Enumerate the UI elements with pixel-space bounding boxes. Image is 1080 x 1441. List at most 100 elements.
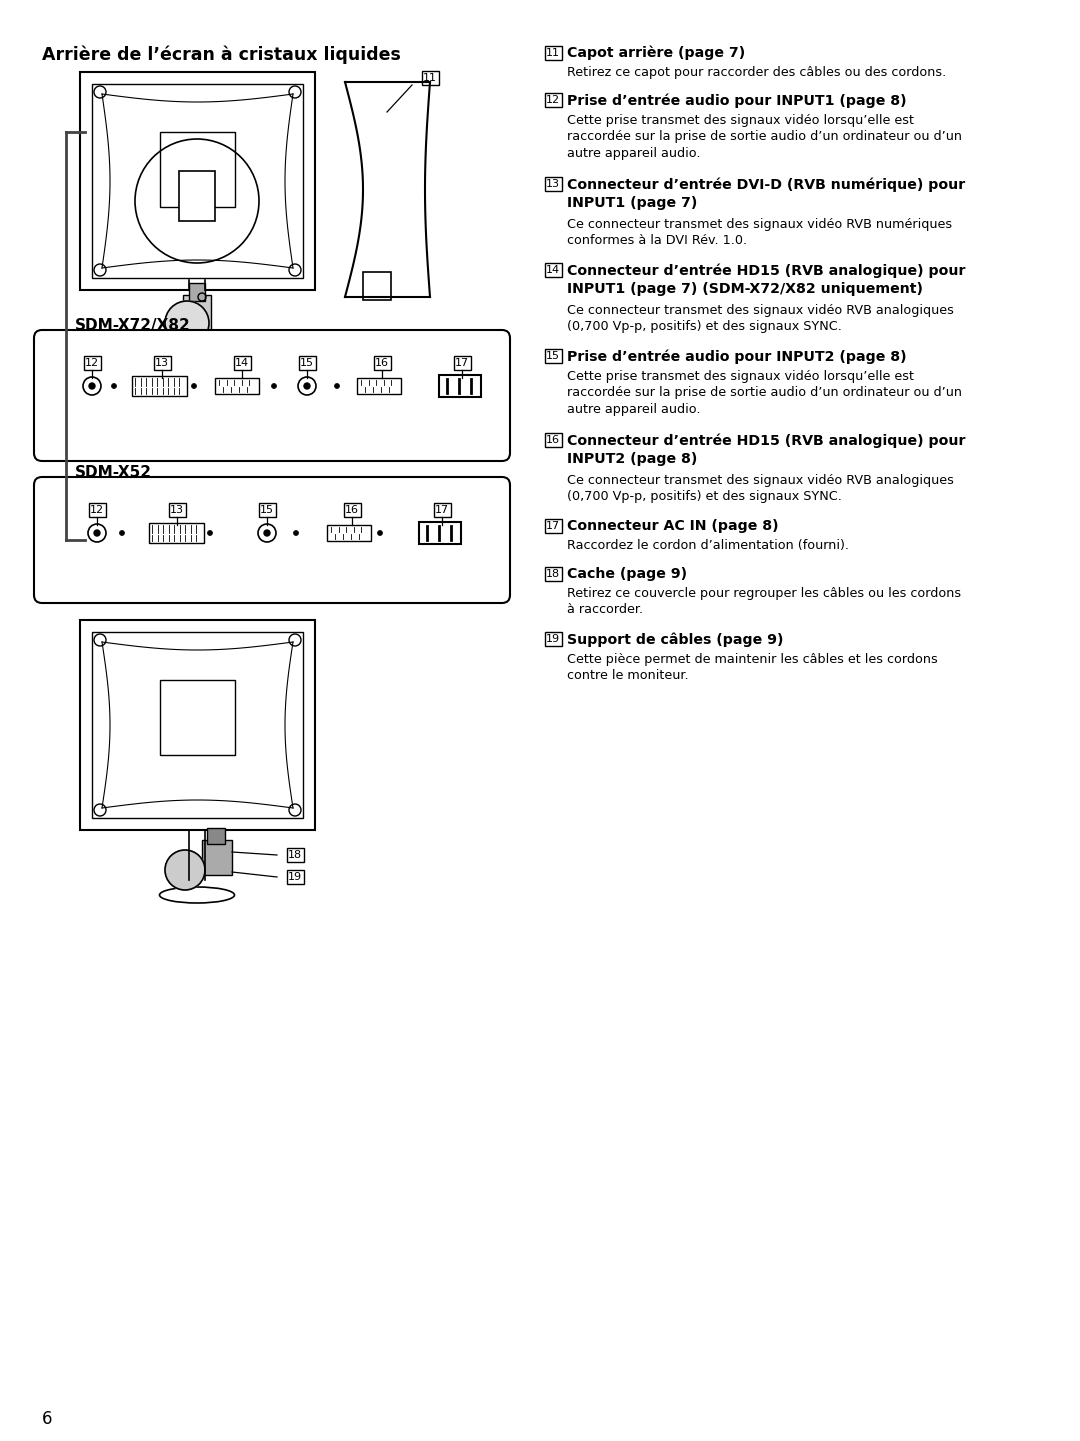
Text: Cette prise transmet des signaux vidéo lorsqu’elle est
raccordée sur la prise de: Cette prise transmet des signaux vidéo l… xyxy=(567,114,962,160)
Circle shape xyxy=(335,383,339,389)
Bar xyxy=(183,295,211,330)
Bar xyxy=(327,525,372,540)
Text: 16: 16 xyxy=(375,357,389,367)
Ellipse shape xyxy=(160,888,234,904)
Text: 17: 17 xyxy=(435,504,449,514)
Text: 17: 17 xyxy=(455,357,469,367)
Text: 12: 12 xyxy=(90,504,104,514)
Circle shape xyxy=(378,530,382,536)
Text: 6: 6 xyxy=(42,1409,53,1428)
Text: 18: 18 xyxy=(545,569,561,579)
Text: SDM-X72/X82: SDM-X72/X82 xyxy=(75,318,191,333)
Text: Capot arrière (page 7): Capot arrière (page 7) xyxy=(567,46,745,61)
Text: 14: 14 xyxy=(545,265,561,275)
Text: Connecteur d’entrée HD15 (RVB analogique) pour
INPUT2 (page 8): Connecteur d’entrée HD15 (RVB analogique… xyxy=(567,434,966,465)
Circle shape xyxy=(191,383,197,389)
Bar xyxy=(544,264,562,277)
Bar xyxy=(132,376,187,396)
Bar xyxy=(92,84,303,278)
FancyBboxPatch shape xyxy=(33,477,510,602)
Text: 13: 13 xyxy=(156,357,168,367)
Text: Cette prise transmet des signaux vidéo lorsqu’elle est
raccordée sur la prise de: Cette prise transmet des signaux vidéo l… xyxy=(567,369,962,415)
Text: Prise d’entrée audio pour INPUT2 (page 8): Prise d’entrée audio pour INPUT2 (page 8… xyxy=(567,349,906,363)
Text: 17: 17 xyxy=(545,522,561,532)
Bar xyxy=(357,378,401,393)
Bar xyxy=(438,375,481,398)
Bar xyxy=(433,503,450,517)
Bar xyxy=(298,356,315,370)
Text: Prise d’entrée audio pour INPUT1 (page 8): Prise d’entrée audio pour INPUT1 (page 8… xyxy=(567,94,906,108)
Bar xyxy=(92,633,303,818)
Text: 11: 11 xyxy=(546,48,561,58)
Bar xyxy=(544,566,562,581)
Bar xyxy=(544,46,562,61)
Circle shape xyxy=(294,530,298,536)
Circle shape xyxy=(207,530,213,536)
Text: Retirez ce capot pour raccorder des câbles ou des cordons.: Retirez ce capot pour raccorder des câbl… xyxy=(567,66,946,79)
Bar xyxy=(343,503,361,517)
Bar xyxy=(544,633,562,647)
Text: Ce connecteur transmet des signaux vidéo RVB analogiques
(0,700 Vp-p, positifs) : Ce connecteur transmet des signaux vidéo… xyxy=(567,304,954,333)
Bar xyxy=(160,680,235,755)
Circle shape xyxy=(111,383,117,389)
Text: 12: 12 xyxy=(545,95,561,105)
Bar xyxy=(454,356,471,370)
Bar xyxy=(80,620,315,830)
Ellipse shape xyxy=(160,339,234,354)
Text: 11: 11 xyxy=(423,73,437,84)
Text: 19: 19 xyxy=(545,634,561,644)
Text: Support de câbles (page 9): Support de câbles (page 9) xyxy=(567,633,783,647)
Text: 18: 18 xyxy=(288,850,302,860)
Circle shape xyxy=(165,301,210,344)
Bar xyxy=(419,522,461,545)
Text: 19: 19 xyxy=(288,872,302,882)
Bar xyxy=(202,840,232,875)
Circle shape xyxy=(264,530,270,536)
Text: Raccordez le cordon d’alimentation (fourni).: Raccordez le cordon d’alimentation (four… xyxy=(567,539,849,552)
Bar xyxy=(544,519,562,533)
Text: Connecteur d’entrée DVI-D (RVB numérique) pour
INPUT1 (page 7): Connecteur d’entrée DVI-D (RVB numérique… xyxy=(567,177,966,210)
Circle shape xyxy=(271,383,276,389)
Text: 13: 13 xyxy=(170,504,184,514)
Bar xyxy=(544,94,562,108)
Bar xyxy=(215,378,259,393)
Text: Ce connecteur transmet des signaux vidéo RVB numériques
conformes à la DVI Rév. : Ce connecteur transmet des signaux vidéo… xyxy=(567,218,953,248)
Circle shape xyxy=(303,383,310,389)
Bar xyxy=(160,133,235,208)
FancyBboxPatch shape xyxy=(33,330,510,461)
Text: 15: 15 xyxy=(300,357,314,367)
Bar xyxy=(544,349,562,363)
Text: Arrière de l’écran à cristaux liquides: Arrière de l’écran à cristaux liquides xyxy=(42,46,401,65)
Bar xyxy=(83,356,100,370)
Text: SDM-X52: SDM-X52 xyxy=(75,465,152,480)
Bar xyxy=(80,72,315,290)
Text: 13: 13 xyxy=(546,179,561,189)
Bar xyxy=(168,503,186,517)
Bar xyxy=(179,171,215,220)
Bar xyxy=(233,356,251,370)
Bar xyxy=(258,503,275,517)
Text: 14: 14 xyxy=(235,357,249,367)
Text: Ce connecteur transmet des signaux vidéo RVB analogiques
(0,700 Vp-p, positifs) : Ce connecteur transmet des signaux vidéo… xyxy=(567,474,954,503)
Bar xyxy=(207,829,225,844)
Bar xyxy=(544,434,562,447)
Text: Connecteur AC IN (page 8): Connecteur AC IN (page 8) xyxy=(567,519,779,533)
Bar xyxy=(286,847,303,862)
Bar xyxy=(89,503,106,517)
Bar xyxy=(544,177,562,192)
Circle shape xyxy=(165,850,205,891)
Circle shape xyxy=(89,383,95,389)
Bar xyxy=(286,870,303,883)
Bar xyxy=(363,272,391,300)
Text: 16: 16 xyxy=(345,504,359,514)
Bar xyxy=(374,356,391,370)
Text: Retirez ce couvercle pour regrouper les câbles ou les cordons
à raccorder.: Retirez ce couvercle pour regrouper les … xyxy=(567,586,961,617)
Circle shape xyxy=(120,530,124,536)
Bar xyxy=(149,523,204,543)
Bar xyxy=(153,356,171,370)
Text: 12: 12 xyxy=(85,357,99,367)
Bar xyxy=(189,282,205,301)
Text: 15: 15 xyxy=(260,504,274,514)
Text: Connecteur d’entrée HD15 (RVB analogique) pour
INPUT1 (page 7) (SDM-X72/X82 uniq: Connecteur d’entrée HD15 (RVB analogique… xyxy=(567,264,966,295)
Bar xyxy=(421,71,438,85)
